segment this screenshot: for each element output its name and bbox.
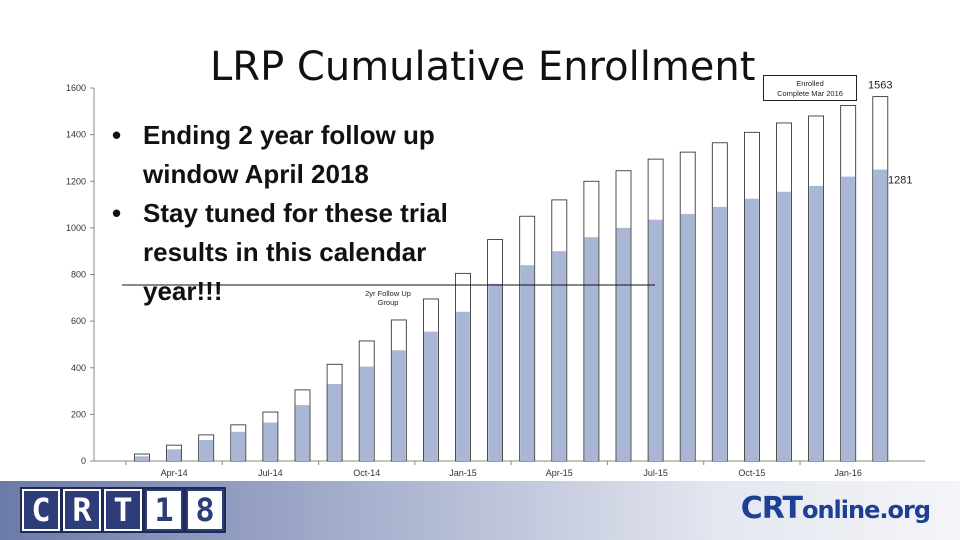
bar-complete [712, 206, 727, 461]
y-tick-label: 1000 [66, 223, 86, 233]
x-tick-label: Jul-14 [258, 468, 283, 478]
bar-complete [295, 405, 310, 461]
x-tick-label: Jul-15 [643, 468, 668, 478]
bar-complete [488, 283, 502, 461]
y-tick-label: 200 [71, 409, 86, 419]
bar-complete [809, 185, 823, 461]
bar-complete [231, 431, 246, 461]
bar-complete [616, 227, 631, 461]
x-tick-label: Oct-15 [738, 468, 765, 478]
bar-complete [584, 237, 599, 461]
bar-complete [648, 219, 663, 461]
data-label-enrolled: 1563 [868, 80, 892, 92]
x-tick-label: Jan-16 [834, 468, 862, 478]
y-tick-label: 1400 [66, 130, 86, 140]
x-tick-label: Oct-14 [353, 468, 380, 478]
bar-complete [873, 169, 888, 461]
bar-complete [745, 198, 759, 461]
crtonline-logo-org: .org [879, 496, 931, 524]
bar-complete [841, 176, 856, 461]
bar-complete [424, 331, 438, 461]
logo-letter-c: C [22, 489, 60, 531]
bar-complete [167, 449, 181, 461]
bar-complete [456, 311, 470, 461]
bullet-list: Ending 2 year follow up window April 201… [112, 116, 512, 311]
y-tick-label: 1600 [66, 83, 86, 93]
logo-digit-1: 1 [145, 489, 183, 531]
y-tick-label: 0 [81, 456, 86, 466]
bar-complete [777, 191, 791, 461]
bar-complete [520, 265, 535, 461]
legend-label-complete: Complete Mar 2016 [777, 89, 843, 98]
logo-letter-r: R [63, 489, 101, 531]
crtonline-logo-online: online [801, 496, 880, 524]
logo-letter-t: T [104, 489, 142, 531]
legend-label-enrolled: Enrolled [796, 79, 824, 88]
y-tick-label: 1200 [66, 176, 86, 186]
crt18-logo: C R T 1 8 [22, 489, 224, 531]
bullet-item-stay-tuned: Stay tuned for these trial results in th… [112, 194, 512, 311]
data-label-complete: 1281 [888, 175, 912, 187]
legend: Enrolled Complete Mar 2016 [763, 75, 857, 101]
bar-complete [135, 456, 149, 461]
bullet-item-follow-up-window: Ending 2 year follow up window April 201… [112, 116, 512, 194]
bar-complete [199, 440, 214, 461]
slide-title: LRP Cumulative Enrollment [210, 44, 756, 90]
y-tick-label: 600 [71, 316, 86, 326]
bar-complete [327, 384, 342, 461]
y-tick-label: 800 [71, 270, 86, 280]
x-tick-label: Apr-15 [546, 468, 573, 478]
bar-complete [680, 213, 695, 461]
footer-banner: C R T 1 8 CRTonline.org [0, 481, 960, 540]
bar-complete [391, 350, 406, 461]
crtonline-logo: CRTonline.org [740, 491, 931, 526]
crtonline-logo-main: CRT [740, 491, 803, 526]
enrollment-chart: 0 200 400 600 800 1000 1200 1400 1600 Apr-14 Jul-1… [66, 80, 925, 478]
x-tick-label: Jan-15 [449, 468, 477, 478]
bar-complete [359, 366, 374, 461]
logo-digit-8: 8 [186, 489, 224, 531]
x-tick-label: Apr-14 [161, 468, 188, 478]
bar-complete [263, 422, 278, 461]
bar-complete [552, 251, 567, 461]
y-tick-label: 400 [71, 363, 86, 373]
